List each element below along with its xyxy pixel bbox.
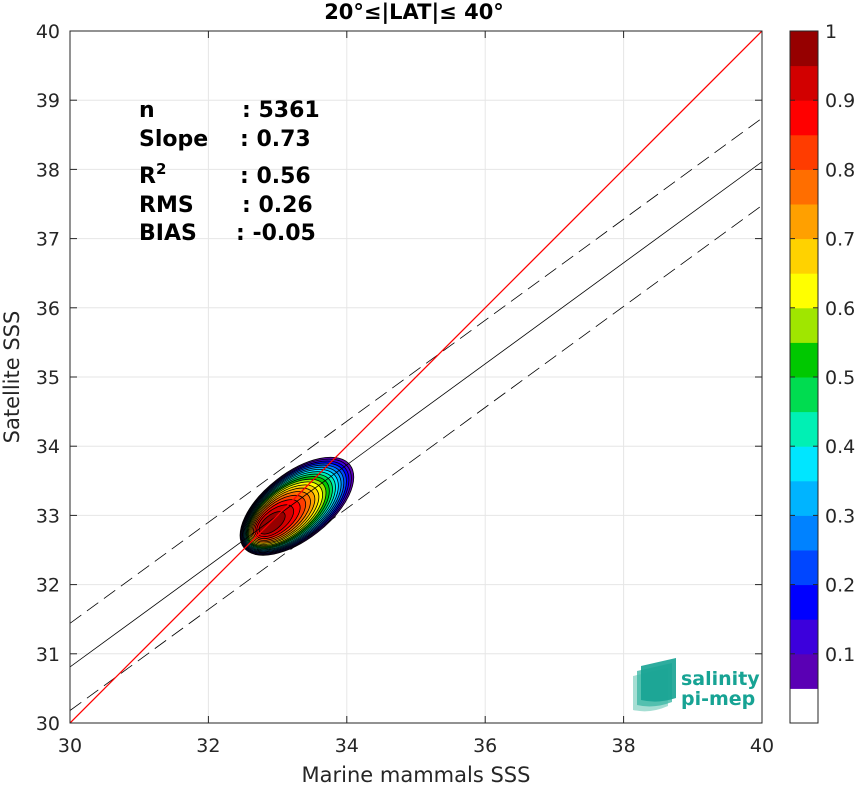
- colorbar-tick-label: 0.9: [825, 90, 855, 112]
- stat-value: : 5361: [242, 98, 320, 123]
- colorbar-tick-label: 1: [825, 21, 837, 43]
- x-tick-label: 36: [473, 735, 497, 757]
- colorbar-swatch: [790, 134, 818, 170]
- colorbar-swatch: [790, 169, 818, 205]
- colorbar-swatch: [790, 307, 818, 343]
- colorbar-swatch: [790, 446, 818, 482]
- y-axis-ticks: 30 31 32 33 34 35 36 37 38 39 40: [36, 21, 762, 735]
- x-tick-label: 30: [58, 735, 82, 757]
- colorbar-swatch: [790, 515, 818, 551]
- regression-line: [70, 161, 762, 668]
- y-tick-label: 34: [36, 436, 60, 458]
- stat-label: n: [139, 98, 155, 123]
- logo-line2: pi-mep: [681, 688, 755, 710]
- y-tick-label: 38: [36, 159, 60, 181]
- colorbar-tick-label: 0.1: [825, 644, 855, 666]
- y-axis-label: Satellite SSS: [0, 311, 24, 444]
- colorbar-swatch: [790, 411, 818, 447]
- identity-line: [70, 31, 762, 723]
- x-tick-label: 32: [196, 735, 220, 757]
- stat-value: : 0.56: [240, 164, 311, 189]
- upper-confidence-line: [70, 117, 762, 624]
- logo-wave-icon: [633, 658, 676, 712]
- reference-lines: [70, 31, 762, 723]
- stat-label: BIAS: [139, 221, 197, 246]
- colorbar-tick-label: 0.4: [825, 436, 855, 458]
- colorbar-tick-label: 0.2: [825, 575, 855, 597]
- colorbar-tick-label: 0.6: [825, 298, 855, 320]
- y-tick-label: 40: [36, 21, 60, 43]
- colorbar-tick-label: 0.7: [825, 229, 855, 251]
- y-tick-label: 39: [36, 90, 60, 112]
- y-tick-label: 35: [36, 367, 60, 389]
- salinity-pi-mep-logo: salinity pi-mep: [633, 658, 760, 712]
- colorbar-swatch: [790, 584, 818, 620]
- colorbar-swatch: [790, 100, 818, 136]
- y-tick-label: 32: [36, 575, 60, 597]
- colorbar-swatch: [790, 342, 818, 378]
- colorbar-swatch: [790, 238, 818, 274]
- colorbar-swatch: [790, 31, 818, 67]
- colorbar-tick-label: 0.8: [825, 159, 855, 181]
- colorbar: 0.1 0.2 0.3 0.4 0.5 0.6 0.7 0.8 0.9 1: [789, 21, 855, 724]
- y-tick-label: 37: [36, 229, 60, 251]
- chart-title: 20°≤|LAT|≤ 40°: [324, 0, 504, 25]
- stat-value: : 0.26: [242, 193, 313, 218]
- x-axis-ticks: 30 32 34 36 38 40: [58, 31, 774, 757]
- stat-label: RMS: [139, 193, 194, 218]
- colorbar-swatch: [790, 550, 818, 586]
- y-tick-label: 33: [36, 505, 60, 527]
- colorbar-swatch: [790, 65, 818, 101]
- x-tick-label: 40: [750, 735, 774, 757]
- x-tick-label: 38: [612, 735, 636, 757]
- grid: [70, 31, 762, 723]
- stat-value: : 0.73: [240, 127, 311, 152]
- colorbar-swatch: [790, 273, 818, 309]
- colorbar-swatch: [790, 619, 818, 655]
- lower-confidence-line: [70, 205, 762, 711]
- colorbar-swatch: [790, 480, 818, 516]
- colorbar-swatch: [790, 204, 818, 240]
- logo-line1: salinity: [681, 668, 760, 690]
- colorbar-swatch: [790, 377, 818, 413]
- y-tick-label: 31: [36, 644, 60, 666]
- stat-value: : -0.05: [236, 221, 316, 246]
- y-tick-label: 30: [36, 713, 60, 735]
- colorbar-tick-label: 0.3: [825, 505, 855, 527]
- colorbar-swatch: [790, 688, 818, 724]
- colorbar-swatch: [790, 653, 818, 689]
- y-tick-label: 36: [36, 298, 60, 320]
- stat-label: Slope: [139, 127, 208, 152]
- colorbar-tick-label: 0.5: [825, 367, 855, 389]
- x-axis-label: Marine mammals SSS: [302, 763, 531, 786]
- x-tick-label: 34: [335, 735, 359, 757]
